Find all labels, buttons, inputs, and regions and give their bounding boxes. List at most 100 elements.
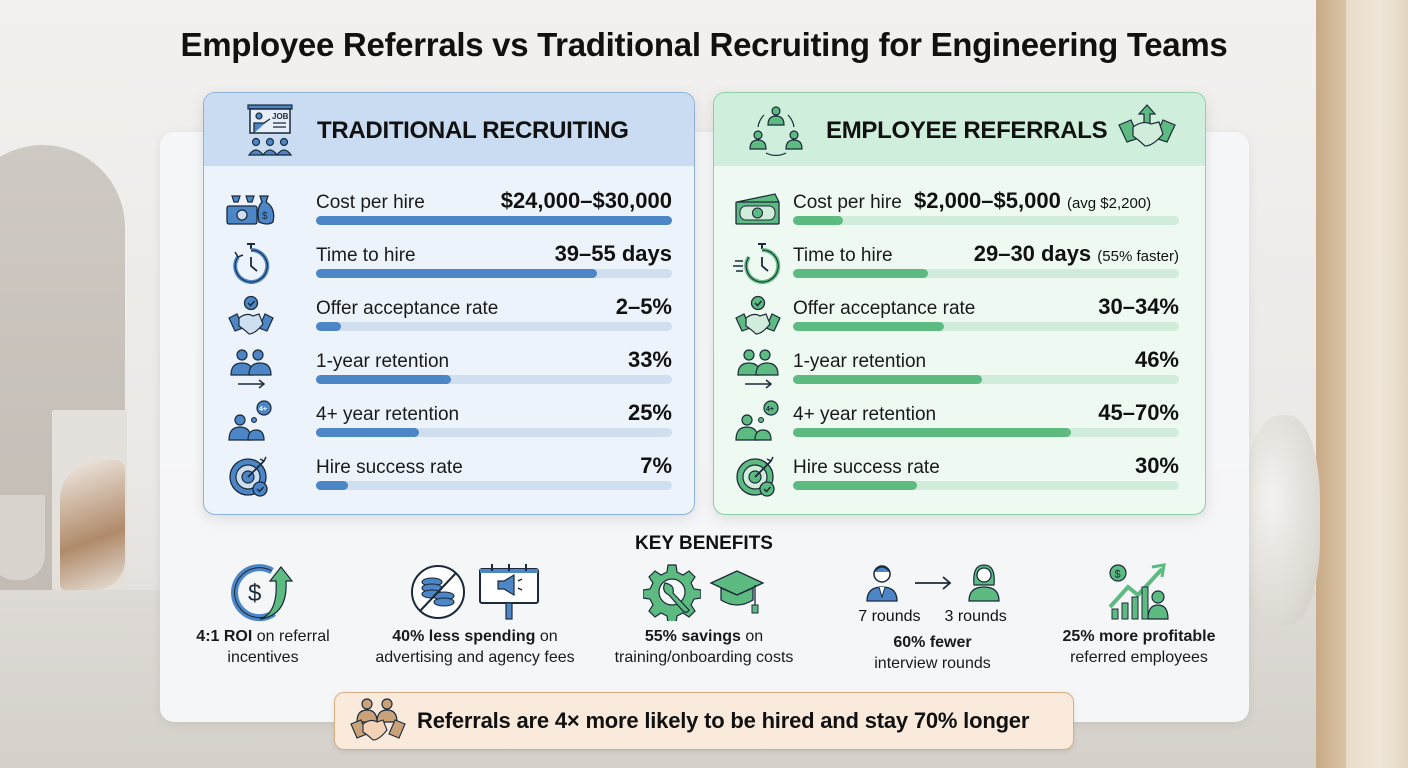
graduation-cap-icon <box>709 570 765 614</box>
card-header: JOB TRADITIONAL RECRUITING <box>204 93 694 166</box>
progress-track <box>316 428 672 437</box>
progress-fill <box>316 322 341 331</box>
metric-label: 4+ year retention <box>316 404 460 425</box>
metric-label: Time to hire <box>316 245 416 266</box>
progress-track <box>316 269 672 278</box>
dollar-cycle-arrow-icon: $ <box>231 564 294 622</box>
interviewer-icon <box>865 565 898 602</box>
progress-track <box>793 481 1179 490</box>
metric-row-1yr-retention: 1-year retention 46% <box>737 347 1179 395</box>
metric-value: 7% <box>640 453 672 478</box>
metric-label: Cost per hire <box>316 192 425 213</box>
metric-row-hire-success: Hire success rate 7% <box>229 453 672 501</box>
metric-row-1yr-retention: 1-year retention 33% <box>230 347 672 395</box>
background-wood-edge <box>1316 0 1346 768</box>
progress-fill <box>316 269 598 278</box>
benefit-text: 4:1 ROI on referral incentives <box>165 626 361 668</box>
svg-text:4+: 4+ <box>766 406 774 413</box>
progress-fill <box>316 375 452 384</box>
metric-value: 2–5% <box>615 294 672 319</box>
progress-track <box>793 375 1179 384</box>
benefit-text: 60% fewer interview rounds <box>840 632 1025 674</box>
background-sculpture <box>60 460 125 590</box>
progress-fill <box>316 481 349 490</box>
progress-track <box>793 428 1179 437</box>
people-arrow-icon <box>737 349 779 389</box>
page-title: Employee Referrals vs Traditional Recrui… <box>180 26 1228 63</box>
candidate-icon <box>967 564 1000 602</box>
metric-value: 25% <box>627 400 672 425</box>
gear-wrench-icon <box>643 564 701 621</box>
job-presentation-icon: JOB <box>247 104 293 156</box>
money-bags-icon: $ <box>226 195 275 225</box>
progress-fill <box>793 216 844 225</box>
rounds-after: 3 rounds <box>944 608 1007 625</box>
card-header: EMPLOYEE REFERRALS <box>714 93 1205 166</box>
progress-track <box>793 269 1179 278</box>
metric-value-note: (avg $2,200) <box>1066 195 1152 212</box>
metric-value: 46% <box>1134 347 1179 372</box>
svg-text:JOB: JOB <box>272 112 289 121</box>
benefit-line2: referred employees <box>1070 649 1208 666</box>
benefit-text: 40% less spending on advertising and agen… <box>360 626 590 668</box>
metric-label: Hire success rate <box>793 457 940 478</box>
metric-label: Cost per hire <box>793 192 902 213</box>
people-arrow-icon <box>230 349 272 389</box>
progress-fill <box>316 216 672 225</box>
benefit-text: 55% savings on training/onboarding costs <box>598 626 810 668</box>
banknote-icon <box>735 193 780 225</box>
no-coins-icon <box>411 565 465 619</box>
handshake-up-arrow-icon <box>1118 104 1176 147</box>
benefit-line2: incentives <box>227 649 299 666</box>
benefit-less-spending: 40% less spending on advertising and agen… <box>360 558 590 668</box>
metric-label: Offer acceptance rate <box>316 298 499 319</box>
metric-value: 29–30 days (55% faster) <box>974 241 1179 267</box>
svg-text:4+: 4+ <box>259 406 267 413</box>
metric-label: Hire success rate <box>316 457 463 478</box>
benefit-bold: 25% more profitable <box>1062 628 1216 645</box>
traditional-recruiting-card: JOB TRADITIONAL RECRUITING $ Cost per hi… <box>203 92 695 515</box>
metric-value: $24,000–$30,000 <box>500 188 672 213</box>
progress-fill <box>793 375 983 384</box>
benefit-rest: on <box>740 628 764 645</box>
metric-row-time: Time to hire 29–30 days (55% faster) <box>733 241 1179 289</box>
people-4plus-icon: 4+ <box>735 400 779 441</box>
svg-text:$: $ <box>1115 569 1121 581</box>
employee-referrals-card: EMPLOYEE REFERRALS Cost per hire $2,000–… <box>713 92 1206 515</box>
benefit-rest: on <box>535 628 558 645</box>
background-stone-vase <box>1240 415 1320 625</box>
benefit-fewer-rounds: 7 rounds 3 rounds 60% fewer interview rou… <box>840 558 1025 674</box>
card-title: EMPLOYEE REFERRALS <box>826 117 1108 144</box>
progress-track <box>316 481 672 490</box>
target-check-icon <box>229 456 268 497</box>
people-network-icon <box>749 106 803 157</box>
metric-row-4yr-retention: 4+ 4+ year retention 45–70% <box>735 400 1179 448</box>
metric-row-cost: Cost per hire $2,000–$5,000 (avg $2,200) <box>735 188 1179 236</box>
metric-row-time: Time to hire 39–55 days <box>233 241 672 289</box>
metric-value: 30% <box>1134 453 1179 478</box>
stopwatch-icon <box>233 243 270 284</box>
metric-row-4yr-retention: 4+ 4+ year retention 25% <box>228 400 672 448</box>
profit-chart-person-icon: $ <box>1108 563 1169 620</box>
fast-stopwatch-icon <box>733 243 781 284</box>
progress-track <box>316 216 672 225</box>
benefit-bold: 60% fewer <box>893 634 972 651</box>
progress-track <box>793 216 1179 225</box>
progress-fill <box>793 322 944 331</box>
svg-text:$: $ <box>262 211 268 222</box>
arrow-right-icon <box>914 576 951 590</box>
metric-value: 30–34% <box>1098 294 1179 319</box>
benefit-bold: 40% less spending <box>392 628 536 645</box>
benefit-text: 25% more profitable referred employees <box>1050 626 1228 668</box>
progress-fill <box>316 428 420 437</box>
progress-track <box>793 322 1179 331</box>
benefit-training-savings: 55% savings on training/onboarding costs <box>598 558 810 668</box>
people-4plus-icon: 4+ <box>228 400 272 441</box>
progress-fill <box>793 428 1071 437</box>
rounds-comparison: 7 rounds 3 rounds <box>840 608 1025 626</box>
metric-value-main: $2,000–$5,000 <box>914 188 1061 213</box>
metric-value: 45–70% <box>1098 400 1179 425</box>
metric-label: 1-year retention <box>316 351 450 372</box>
metric-label: Time to hire <box>793 245 893 266</box>
benefit-line2: advertising and agency fees <box>375 649 575 666</box>
